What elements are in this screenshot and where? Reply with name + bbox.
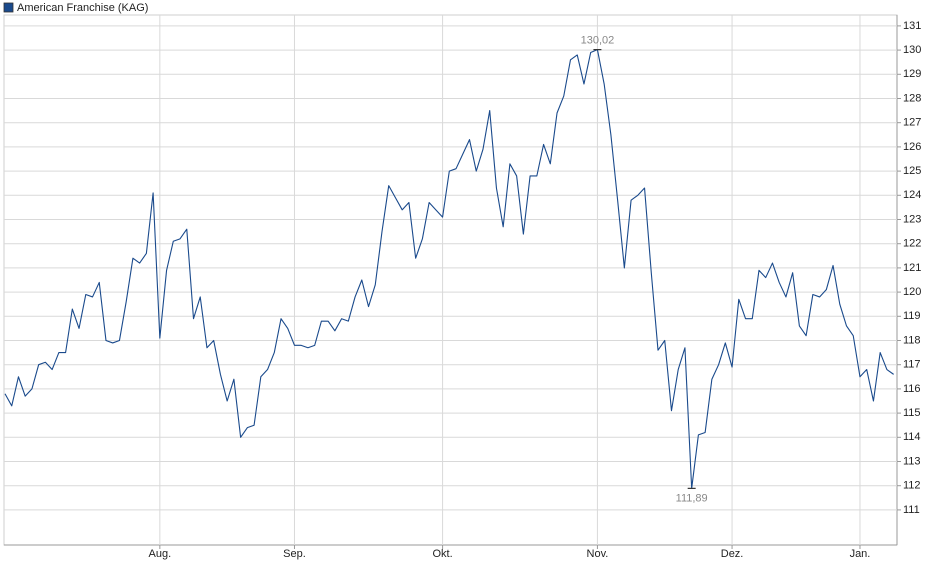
- legend-swatch: [3, 2, 14, 13]
- y-tick-label: 116: [903, 383, 921, 395]
- y-tick-label: 112: [903, 480, 921, 492]
- y-tick-label: 117: [903, 359, 921, 371]
- y-tick-label: 126: [903, 141, 921, 153]
- x-tick-label: Okt.: [432, 548, 452, 560]
- plot-frame: [3, 14, 898, 546]
- x-tick-label: Dez.: [721, 548, 744, 560]
- y-tick-label: 119: [903, 310, 921, 322]
- y-tick-label: 115: [903, 407, 921, 419]
- price-line: [4, 49, 894, 489]
- y-tick-label: 122: [903, 238, 921, 250]
- y-tick-label: 111: [903, 504, 920, 516]
- x-tick-label: Nov.: [587, 548, 609, 560]
- y-tick-label: 120: [903, 286, 921, 298]
- y-tick-label: 114: [903, 431, 921, 443]
- y-tick-label: 121: [903, 262, 921, 274]
- annotation-label: 111,89: [676, 492, 708, 504]
- x-tick-label: Sep.: [283, 548, 306, 560]
- y-tick-label: 113: [903, 455, 921, 467]
- y-tick-label: 128: [903, 92, 921, 104]
- x-tick-label: Jan.: [850, 548, 871, 560]
- legend-label: American Franchise (KAG): [17, 2, 148, 14]
- y-tick-label: 124: [903, 189, 921, 201]
- annotation-label: 130,02: [581, 35, 615, 47]
- y-tick-label: 130: [903, 44, 921, 56]
- y-tick-label: 127: [903, 117, 921, 129]
- y-tick-label: 131: [903, 20, 921, 32]
- y-tick-label: 125: [903, 165, 921, 177]
- y-tick-label: 118: [903, 334, 921, 346]
- y-tick-label: 129: [903, 68, 921, 80]
- y-tick-label: 123: [903, 213, 921, 225]
- x-tick-label: Aug.: [149, 548, 172, 560]
